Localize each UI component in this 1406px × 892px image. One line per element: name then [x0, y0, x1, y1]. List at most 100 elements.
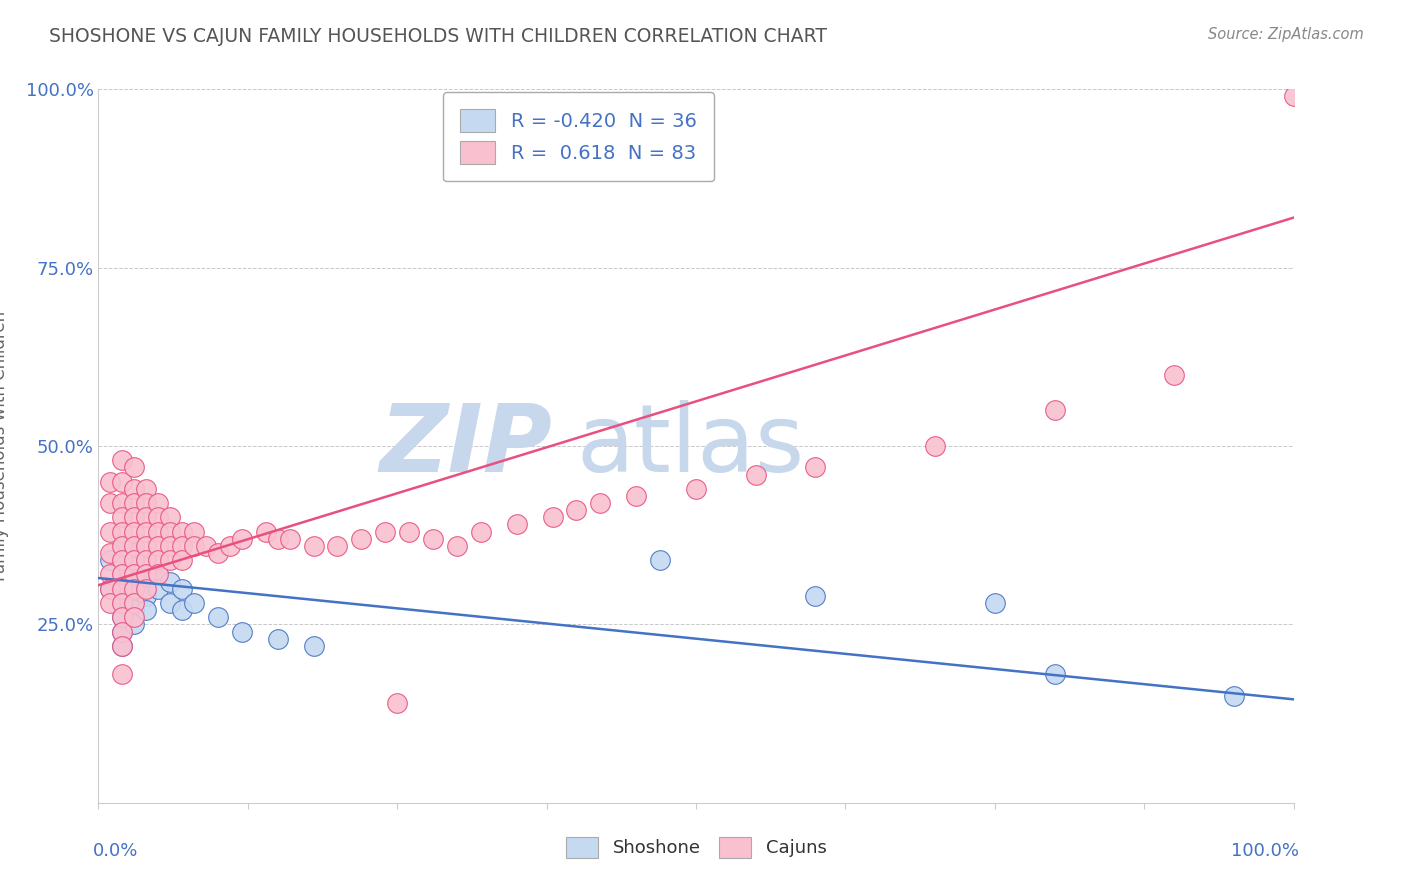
- Point: [124, 524, 146, 539]
- Point: [111, 567, 134, 582]
- Point: [111, 639, 134, 653]
- Point: [135, 603, 157, 617]
- Point: [111, 624, 134, 639]
- Point: [183, 539, 205, 553]
- Point: [1223, 689, 1246, 703]
- Point: [111, 510, 134, 524]
- Point: [1163, 368, 1185, 382]
- Point: [1282, 89, 1305, 103]
- Point: [159, 553, 181, 567]
- Point: [111, 553, 134, 567]
- Point: [470, 524, 492, 539]
- Point: [172, 582, 194, 596]
- Point: [219, 539, 242, 553]
- Point: [135, 567, 157, 582]
- Point: [124, 546, 146, 560]
- Point: [374, 524, 396, 539]
- Text: 100.0%: 100.0%: [1232, 842, 1299, 860]
- Point: [98, 582, 122, 596]
- Point: [398, 524, 420, 539]
- Point: [124, 610, 146, 624]
- Point: [98, 546, 122, 560]
- Text: 0.0%: 0.0%: [93, 842, 138, 860]
- Point: [541, 510, 564, 524]
- Point: [159, 539, 181, 553]
- Point: [124, 553, 146, 567]
- Point: [506, 517, 529, 532]
- Text: Source: ZipAtlas.com: Source: ZipAtlas.com: [1208, 27, 1364, 42]
- Point: [135, 582, 157, 596]
- Point: [148, 567, 170, 582]
- Point: [124, 482, 146, 496]
- Point: [648, 553, 672, 567]
- Point: [98, 496, 122, 510]
- Point: [111, 624, 134, 639]
- Point: [111, 453, 134, 467]
- Point: [124, 596, 146, 610]
- Point: [148, 524, 170, 539]
- Text: ZIP: ZIP: [380, 400, 553, 492]
- Point: [111, 610, 134, 624]
- Point: [111, 596, 134, 610]
- Point: [148, 582, 170, 596]
- Point: [984, 596, 1007, 610]
- Point: [111, 582, 134, 596]
- Point: [124, 603, 146, 617]
- Point: [135, 482, 157, 496]
- Point: [446, 539, 468, 553]
- Point: [231, 532, 253, 546]
- Point: [135, 553, 157, 567]
- Point: [111, 667, 134, 681]
- Point: [302, 639, 325, 653]
- Point: [124, 589, 146, 603]
- Point: [135, 510, 157, 524]
- Point: [124, 567, 146, 582]
- Point: [111, 582, 134, 596]
- Legend: Shoshone, Cajuns: Shoshone, Cajuns: [558, 830, 834, 865]
- Point: [124, 560, 146, 574]
- Point: [172, 524, 194, 539]
- Point: [124, 510, 146, 524]
- Point: [124, 539, 146, 553]
- Point: [207, 610, 229, 624]
- Point: [267, 532, 290, 546]
- Point: [183, 524, 205, 539]
- Point: [111, 475, 134, 489]
- Point: [326, 539, 349, 553]
- Point: [685, 482, 707, 496]
- Point: [385, 696, 409, 710]
- Point: [111, 524, 134, 539]
- Point: [98, 567, 122, 582]
- Point: [111, 539, 134, 553]
- Point: [1043, 403, 1066, 417]
- Point: [159, 510, 181, 524]
- Point: [135, 560, 157, 574]
- Point: [626, 489, 648, 503]
- Point: [98, 582, 122, 596]
- Point: [172, 539, 194, 553]
- Point: [1043, 667, 1066, 681]
- Point: [183, 596, 205, 610]
- Point: [98, 553, 122, 567]
- Point: [148, 496, 170, 510]
- Point: [124, 582, 146, 596]
- Point: [111, 639, 134, 653]
- Point: [302, 539, 325, 553]
- Point: [135, 539, 157, 553]
- Point: [148, 510, 170, 524]
- Point: [804, 460, 827, 475]
- Point: [254, 524, 277, 539]
- Point: [111, 539, 134, 553]
- Point: [111, 567, 134, 582]
- Point: [422, 532, 444, 546]
- Point: [124, 574, 146, 589]
- Point: [172, 603, 194, 617]
- Point: [159, 574, 181, 589]
- Point: [135, 524, 157, 539]
- Point: [98, 524, 122, 539]
- Point: [111, 596, 134, 610]
- Point: [124, 496, 146, 510]
- Text: atlas: atlas: [576, 400, 804, 492]
- Point: [124, 617, 146, 632]
- Point: [98, 475, 122, 489]
